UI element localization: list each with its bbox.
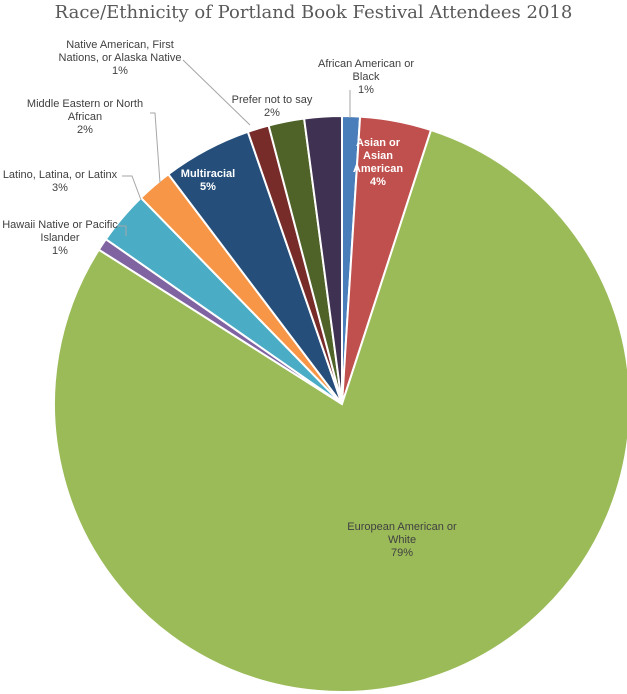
- chart-title: Race/Ethnicity of Portland Book Festival…: [54, 2, 573, 23]
- leader-line-3: [118, 225, 127, 236]
- leader-line-5: [150, 112, 161, 184]
- slice-label-8: Prefer not to say 2%: [232, 94, 313, 119]
- slice-label-4: Latino, Latina, or Latinx 3%: [3, 169, 118, 194]
- slice-label-1: Asian or Asian American 4%: [353, 137, 403, 188]
- leader-line-7: [182, 59, 251, 126]
- leader-line-4: [122, 175, 142, 201]
- pie-slice-9: [302, 114, 343, 405]
- slice-label-3: Hawaii Native or Pacific Islander 1%: [2, 219, 118, 257]
- pie-slice-2: [53, 128, 627, 693]
- slice-label-0: African American or Black 1%: [318, 58, 414, 96]
- slice-label-7: Native American, First Nations, or Alaska…: [59, 39, 182, 77]
- slice-label-5: Middle Eastern or North African 2%: [27, 98, 143, 136]
- slice-label-2: European American or White 79%: [347, 521, 457, 559]
- slice-label-6: Multiracial 5%: [181, 168, 235, 193]
